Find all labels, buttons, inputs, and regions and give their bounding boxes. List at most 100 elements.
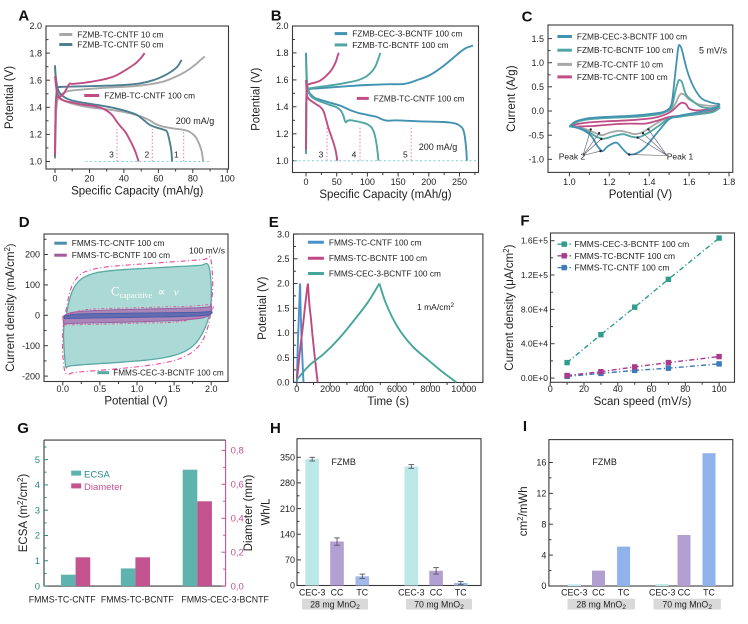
svg-text:0,8: 0,8	[231, 446, 244, 457]
svg-text:1.8: 1.8	[723, 177, 736, 187]
svg-text:40: 40	[119, 174, 129, 184]
svg-text:0,4: 0,4	[231, 513, 244, 524]
svg-text:200: 200	[25, 250, 40, 260]
svg-text:16: 16	[536, 458, 546, 468]
svg-text:2.0: 2.0	[277, 279, 290, 289]
svg-text:100 mV/s: 100 mV/s	[189, 245, 225, 255]
svg-text:1.2: 1.2	[603, 177, 616, 187]
svg-text:D: D	[19, 214, 30, 231]
svg-text:28 mg MnO2: 28 mg MnO2	[310, 599, 360, 611]
svg-text:Peak 2: Peak 2	[559, 151, 586, 161]
svg-text:5: 5	[35, 455, 40, 466]
svg-text:Peak 1: Peak 1	[667, 151, 694, 161]
svg-text:CEC-3: CEC-3	[561, 587, 588, 597]
svg-text:FZMB-TC-CNTF 100 cm: FZMB-TC-CNTF 100 cm	[577, 72, 668, 82]
svg-text:150: 150	[391, 177, 406, 187]
svg-text:100: 100	[25, 280, 40, 290]
svg-text:FMMS-TC-CNTF 100 cm: FMMS-TC-CNTF 100 cm	[575, 263, 670, 273]
svg-text:FMMS-TC-CNTF: FMMS-TC-CNTF	[29, 595, 97, 605]
svg-text:0: 0	[541, 581, 546, 591]
svg-text:4: 4	[35, 480, 40, 491]
svg-text:350: 350	[280, 452, 295, 462]
svg-text:28 mg MnO2: 28 mg MnO2	[576, 599, 626, 611]
svg-text:FMMS-CEC-3-BCNTF 100 cm: FMMS-CEC-3-BCNTF 100 cm	[113, 369, 224, 378]
svg-text:Current density (mA/cm2): Current density (mA/cm2)	[3, 244, 17, 372]
svg-text:H: H	[270, 420, 281, 437]
svg-text:12: 12	[536, 489, 546, 499]
svg-text:0: 0	[548, 384, 553, 394]
svg-text:1.4: 1.4	[643, 177, 656, 187]
svg-text:70: 70	[285, 555, 295, 565]
svg-text:ECSA: ECSA	[84, 469, 111, 480]
svg-text:-100: -100	[22, 341, 40, 351]
svg-text:1.8: 1.8	[29, 48, 42, 58]
svg-text:1: 1	[174, 149, 179, 159]
svg-text:60: 60	[647, 384, 657, 394]
svg-text:8: 8	[541, 519, 546, 529]
svg-text:1.0: 1.0	[531, 58, 544, 68]
svg-text:FZMB-TC-BCNTF 100 cm: FZMB-TC-BCNTF 100 cm	[577, 45, 673, 55]
svg-text:0: 0	[52, 174, 57, 184]
svg-text:Wh/L: Wh/L	[260, 498, 272, 525]
svg-text:2000: 2000	[320, 384, 340, 394]
svg-text:0.5: 0.5	[531, 82, 544, 92]
svg-text:TC: TC	[356, 588, 368, 598]
svg-text:100: 100	[360, 177, 375, 187]
svg-text:Scan speed (mV/s): Scan speed (mV/s)	[594, 396, 692, 408]
svg-text:3: 3	[109, 149, 114, 159]
svg-text:FZMB-TC-CNTF 50 cm: FZMB-TC-CNTF 50 cm	[77, 40, 163, 50]
svg-text:2.5: 2.5	[277, 254, 290, 264]
svg-text:FMMS-TC-CNTF 100 cm: FMMS-TC-CNTF 100 cm	[72, 238, 165, 248]
svg-text:1.8: 1.8	[276, 48, 289, 58]
svg-text:20: 20	[579, 384, 589, 394]
svg-text:Diameter (mm): Diameter (mm)	[243, 475, 255, 552]
svg-text:TC: TC	[618, 587, 630, 597]
svg-text:0,6: 0,6	[231, 480, 244, 491]
svg-text:-1.0: -1.0	[528, 155, 544, 165]
svg-text:1.2: 1.2	[276, 129, 289, 139]
svg-text:3: 3	[319, 149, 324, 159]
svg-text:80: 80	[188, 174, 198, 184]
svg-text:FMMS-TC-BCNTF 100 cm: FMMS-TC-BCNTF 100 cm	[72, 250, 170, 260]
svg-text:0.0: 0.0	[277, 378, 290, 388]
svg-text:TC: TC	[703, 587, 715, 597]
svg-text:1.0: 1.0	[563, 177, 576, 187]
svg-text:200 mA/g: 200 mA/g	[176, 116, 215, 126]
svg-text:I: I	[523, 418, 527, 435]
svg-text:F: F	[520, 212, 529, 229]
svg-text:1.4: 1.4	[276, 102, 289, 112]
svg-text:FZMB-TC-CNTF 10 cm: FZMB-TC-CNTF 10 cm	[577, 59, 663, 69]
svg-text:C: C	[522, 9, 533, 26]
svg-text:FMMS-TC-BCNTF 100 cm: FMMS-TC-BCNTF 100 cm	[575, 251, 676, 261]
svg-text:FMMS-TC-CNTF 100 cm: FMMS-TC-CNTF 100 cm	[329, 237, 422, 247]
svg-text:3: 3	[35, 505, 40, 516]
svg-text:6000: 6000	[387, 384, 407, 394]
svg-text:100: 100	[712, 384, 727, 394]
svg-text:CEC-3: CEC-3	[299, 588, 326, 598]
svg-text:4: 4	[352, 149, 357, 159]
svg-text:FMMS-TC-BCNTF 100 cm: FMMS-TC-BCNTF 100 cm	[329, 253, 427, 263]
svg-text:4: 4	[541, 550, 546, 560]
svg-text:FZMB-CEC-3-BCNTF 100 cm: FZMB-CEC-3-BCNTF 100 cm	[577, 32, 687, 42]
svg-text:2.0: 2.0	[29, 21, 42, 31]
svg-text:20: 20	[84, 174, 94, 184]
svg-text:FZMB: FZMB	[331, 457, 356, 467]
svg-text:1.5: 1.5	[277, 303, 290, 313]
svg-text:0: 0	[294, 384, 299, 394]
svg-text:-200: -200	[22, 371, 40, 381]
svg-text:3.0: 3.0	[277, 229, 290, 239]
svg-text:CEC-3: CEC-3	[649, 587, 676, 597]
svg-text:ECSA (m2/cm2): ECSA (m2/cm2)	[16, 474, 30, 553]
svg-text:1.0: 1.0	[131, 384, 144, 394]
svg-text:2: 2	[35, 531, 40, 542]
svg-text:0: 0	[303, 177, 308, 187]
svg-text:200: 200	[421, 177, 436, 187]
svg-text:Diameter: Diameter	[84, 482, 123, 493]
svg-text:1: 1	[35, 556, 40, 567]
svg-text:CEC-3: CEC-3	[398, 588, 425, 598]
svg-text:1.5: 1.5	[168, 384, 181, 394]
svg-text:Specific Capacity (mAh/g): Specific Capacity (mAh/g)	[319, 189, 451, 201]
svg-text:2.0: 2.0	[205, 384, 218, 394]
svg-text:Time (s): Time (s)	[367, 396, 409, 408]
svg-text:5: 5	[403, 149, 408, 159]
